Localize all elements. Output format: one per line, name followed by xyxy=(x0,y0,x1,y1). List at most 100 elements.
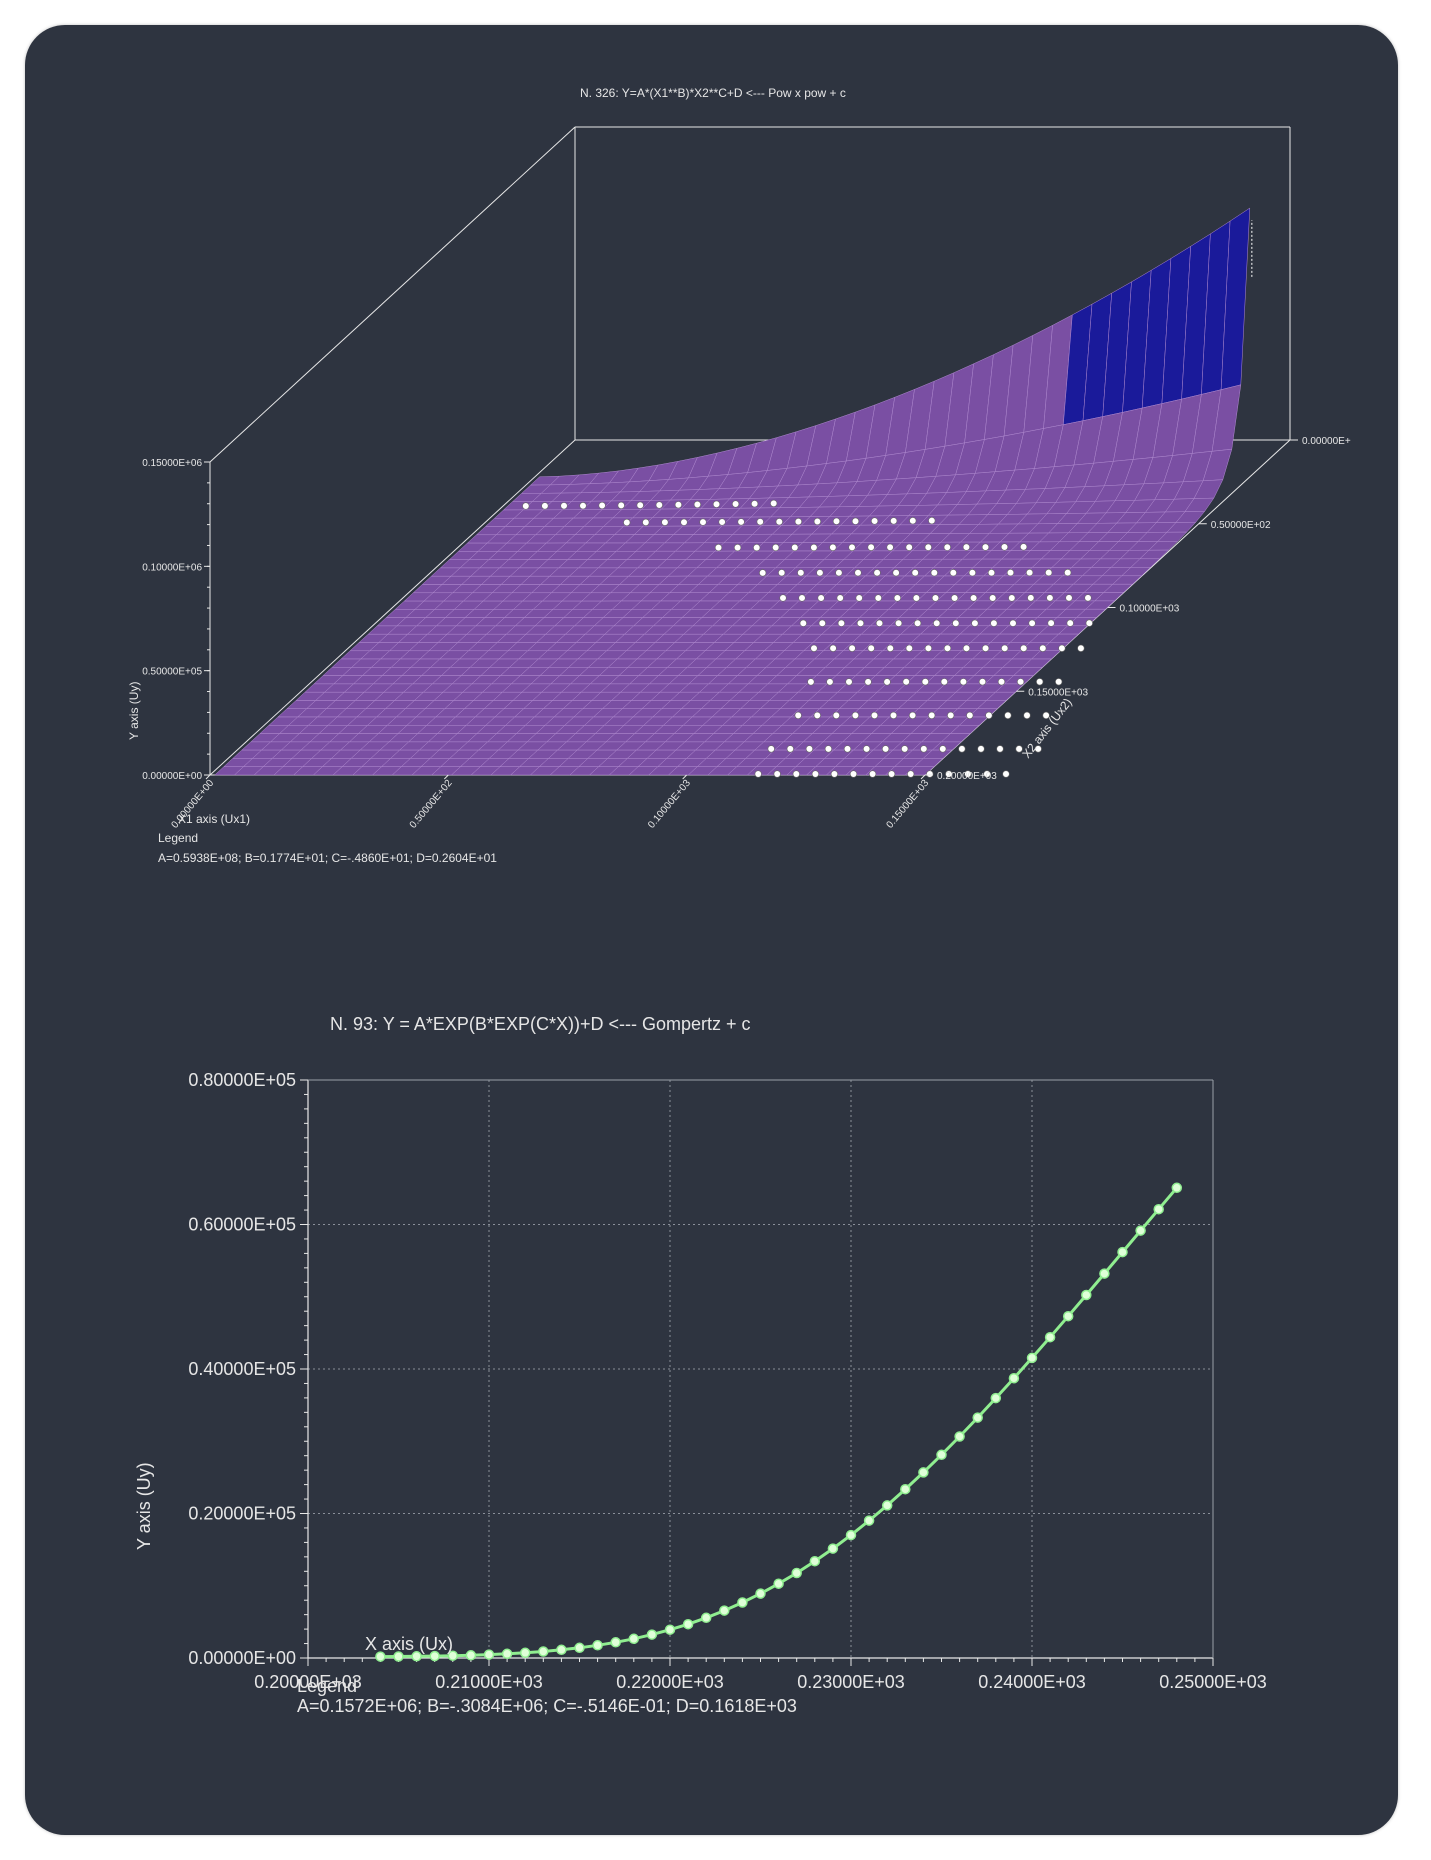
left-top-edge xyxy=(209,126,576,463)
data-point xyxy=(447,1650,459,1661)
y-tick-label: 0.10000E+06 xyxy=(142,562,202,573)
surface-data-point xyxy=(947,711,955,720)
surface-data-point xyxy=(985,711,993,720)
surface-data-point xyxy=(907,770,915,778)
surface-data-point xyxy=(1039,644,1047,652)
surface-data-point xyxy=(962,543,971,551)
surface-data-point xyxy=(913,619,922,627)
surface-data-point xyxy=(1047,619,1055,627)
x2-tick-label: 0.50000E+02 xyxy=(1211,520,1271,531)
surface-data-point xyxy=(939,745,947,753)
surface-data-point xyxy=(856,619,865,627)
surface-data-point xyxy=(797,569,805,577)
surface-data-point xyxy=(990,619,998,627)
line-chart-grid xyxy=(308,1079,1214,1658)
surface-data-point xyxy=(794,711,802,720)
surface-data-point xyxy=(983,770,991,778)
surface-data-point xyxy=(867,644,875,652)
surface-data-point xyxy=(851,517,860,525)
surface-data-point xyxy=(810,644,818,652)
surface-data-point xyxy=(981,543,990,551)
surface-data-point xyxy=(920,745,928,753)
surface-data-point xyxy=(1004,711,1012,720)
data-point xyxy=(809,1555,821,1567)
y-tick-label: 0.60000E+05 xyxy=(188,1215,296,1235)
surface-data-point xyxy=(798,594,806,602)
data-point xyxy=(954,1431,965,1442)
surface-data-point xyxy=(779,594,787,602)
data-point xyxy=(719,1605,730,1616)
surface-data-point xyxy=(1000,543,1009,551)
y-tick-label: 0.00000E+00 xyxy=(142,771,202,782)
surface-data-point xyxy=(874,594,882,602)
surface-data-point xyxy=(731,500,740,508)
surface-data-point xyxy=(949,569,957,577)
x-tick-label: 0.25000E+03 xyxy=(1159,1672,1267,1692)
surface-data-point xyxy=(810,543,818,552)
surface-data-point xyxy=(1065,594,1073,602)
surface-data-point xyxy=(943,543,951,551)
data-point xyxy=(918,1467,929,1478)
surface-data-point xyxy=(680,518,688,526)
data-point xyxy=(682,1618,694,1630)
surface-data-point xyxy=(862,745,871,753)
data-point xyxy=(1026,1352,1038,1364)
surface-data-point xyxy=(924,644,933,652)
surface-data-point xyxy=(964,770,972,778)
surface-data-point xyxy=(1006,568,1015,577)
line-chart-y-axis-label: Y axis (Uy) xyxy=(134,1462,154,1550)
data-point xyxy=(1081,1289,1092,1301)
surface-data-point xyxy=(792,770,800,778)
surface-data-point xyxy=(905,644,913,652)
surface-data-point xyxy=(693,500,702,509)
surface-data-point xyxy=(893,594,902,602)
surface-data-point xyxy=(892,569,900,577)
data-point xyxy=(429,1650,440,1662)
data-point xyxy=(1117,1246,1128,1258)
surface-data-point xyxy=(1058,644,1066,652)
data-point xyxy=(1135,1225,1146,1236)
surface-data-point xyxy=(875,619,884,627)
line-chart-series xyxy=(375,1182,1183,1662)
surface-data-point xyxy=(1019,543,1028,551)
surface-data-point xyxy=(1002,770,1010,778)
x-tick-label: 0.21000E+03 xyxy=(435,1672,543,1692)
surface-data-point xyxy=(1066,619,1074,627)
surface-data-point xyxy=(848,543,856,552)
surface-data-point xyxy=(712,500,721,508)
surface-data-point xyxy=(750,500,759,508)
x1-tick-mark xyxy=(682,774,688,780)
surface-data-point xyxy=(1036,678,1044,686)
data-point xyxy=(845,1529,857,1541)
surface-data-point xyxy=(1027,594,1035,602)
data-point xyxy=(465,1650,477,1661)
surface-data-point xyxy=(886,543,894,551)
data-point xyxy=(972,1412,983,1423)
data-point xyxy=(501,1648,513,1660)
data-point xyxy=(610,1637,621,1648)
y-tick-label: 0.80000E+05 xyxy=(188,1070,296,1090)
surface-data-point xyxy=(778,569,786,577)
surface-legend-title: Legend xyxy=(158,831,198,845)
surface-data-point xyxy=(959,678,968,686)
data-point xyxy=(556,1644,567,1656)
x-tick-label: 0.22000E+03 xyxy=(616,1672,724,1692)
surface-data-point xyxy=(962,644,971,652)
data-point xyxy=(1062,1310,1074,1322)
surface-data-point xyxy=(733,543,742,552)
data-point xyxy=(990,1392,1002,1404)
surface-data-point xyxy=(1085,619,1093,627)
y-tick-label: 0.50000E+05 xyxy=(142,667,202,678)
surface-data-point xyxy=(753,543,761,552)
surface-data-point xyxy=(890,517,898,525)
line-chart-ticks: 0.20000E+03 0.21000E+03 0.22000E+03 0.23000… xyxy=(188,1070,1266,1692)
surface-data-point xyxy=(699,518,707,526)
surface-data-point xyxy=(813,711,821,720)
chart-panel: 0.00000E+00 0.50000E+05 0.10000E+06 0.15000… xyxy=(25,25,1398,1835)
surface-data-point xyxy=(714,543,723,552)
surface-data-point xyxy=(832,711,840,720)
surface-data-point xyxy=(883,678,891,686)
surface-data-point xyxy=(870,711,879,720)
surface-data-point xyxy=(905,543,913,551)
surface-data-point xyxy=(794,518,803,526)
